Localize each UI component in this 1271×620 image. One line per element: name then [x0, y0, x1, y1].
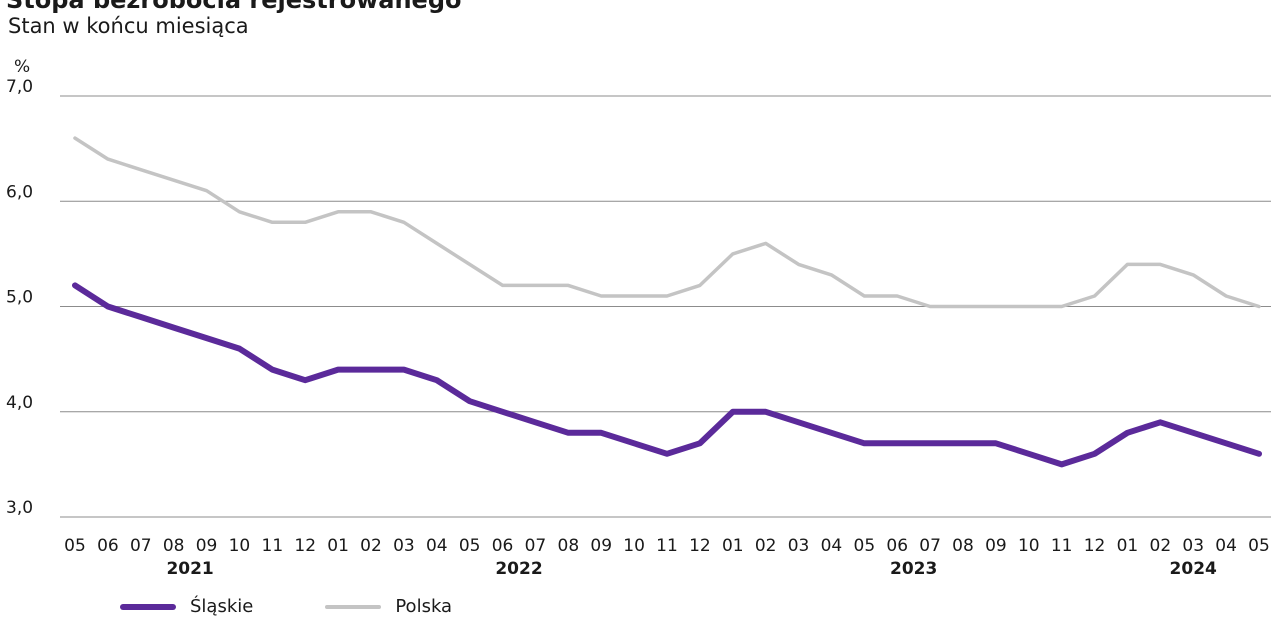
legend-item-slaskie: Śląskie	[120, 596, 253, 617]
x-tick-label: 05	[64, 536, 86, 556]
legend: Śląskie Polska	[120, 596, 524, 617]
x-tick-label: 01	[1117, 536, 1139, 556]
year-label-2022: 2022	[495, 559, 542, 579]
x-tick-label: 10	[229, 536, 251, 556]
x-tick-label: 11	[1051, 536, 1073, 556]
line-chart: % 3,0 4,0 5,0 6,0 7,0 05 06 07 08 09 10 11 12 01 02 03…	[6, 57, 1271, 579]
x-tick-label: 04	[1215, 536, 1237, 556]
x-tick-label: 03	[788, 536, 810, 556]
x-tick-label: 03	[393, 536, 415, 556]
x-axis-year-labels: 2021 2022 2023 2024	[166, 559, 1217, 579]
year-label-2023: 2023	[890, 559, 937, 579]
y-axis-ticks: 3,0 4,0 5,0 6,0 7,0	[6, 77, 33, 518]
chart-title: Stopa bezrobocia rejestrowanego	[6, 0, 462, 14]
x-tick-label: 06	[492, 536, 514, 556]
y-tick-label: 5,0	[6, 288, 33, 308]
x-tick-label: 04	[821, 536, 843, 556]
legend-item-polska: Polska	[325, 596, 452, 617]
y-tick-label: 4,0	[6, 393, 33, 413]
x-tick-label: 02	[1150, 536, 1172, 556]
series-lines	[72, 136, 1262, 468]
chart-subtitle: Stan w końcu miesiąca	[8, 14, 249, 38]
x-tick-label: 07	[919, 536, 941, 556]
x-tick-label: 06	[886, 536, 908, 556]
x-tick-label: 09	[196, 536, 218, 556]
y-tick-label: 7,0	[6, 77, 33, 97]
x-tick-label: 05	[1248, 536, 1270, 556]
year-label-2021: 2021	[166, 559, 213, 579]
x-tick-label: 12	[689, 536, 711, 556]
legend-swatch-polska	[325, 604, 382, 609]
x-tick-label: 02	[360, 536, 382, 556]
y-axis-unit-label: %	[14, 57, 30, 77]
x-tick-label: 03	[1182, 536, 1204, 556]
legend-label-polska: Polska	[395, 596, 453, 617]
x-tick-label: 05	[854, 536, 876, 556]
series-line-slaskie	[72, 282, 1262, 468]
legend-swatch-slaskie	[120, 603, 176, 610]
x-tick-label: 07	[130, 536, 152, 556]
x-tick-label: 07	[525, 536, 547, 556]
x-tick-label: 10	[1018, 536, 1040, 556]
x-tick-label: 05	[459, 536, 481, 556]
x-axis-ticks: 05 06 07 08 09 10 11 12 01 02 03 04 05 06 07 08 09 10 11 12…	[64, 536, 1270, 556]
x-tick-label: 09	[590, 536, 612, 556]
x-tick-label: 12	[294, 536, 316, 556]
x-tick-label: 08	[163, 536, 185, 556]
x-tick-label: 12	[1084, 536, 1106, 556]
y-tick-label: 3,0	[6, 498, 33, 518]
legend-label-slaskie: Śląskie	[190, 596, 254, 617]
x-tick-label: 08	[558, 536, 580, 556]
x-tick-label: 06	[97, 536, 119, 556]
gridlines	[60, 95, 1271, 518]
x-tick-label: 01	[327, 536, 349, 556]
x-tick-label: 10	[623, 536, 645, 556]
x-tick-label: 11	[262, 536, 284, 556]
x-tick-label: 09	[985, 536, 1007, 556]
series-line-polska	[73, 136, 1261, 309]
x-tick-label: 11	[656, 536, 678, 556]
x-tick-label: 02	[755, 536, 777, 556]
x-tick-label: 04	[426, 536, 448, 556]
year-label-2024: 2024	[1170, 559, 1217, 579]
y-tick-label: 6,0	[6, 182, 33, 202]
x-tick-label: 08	[952, 536, 974, 556]
x-tick-label: 01	[722, 536, 744, 556]
